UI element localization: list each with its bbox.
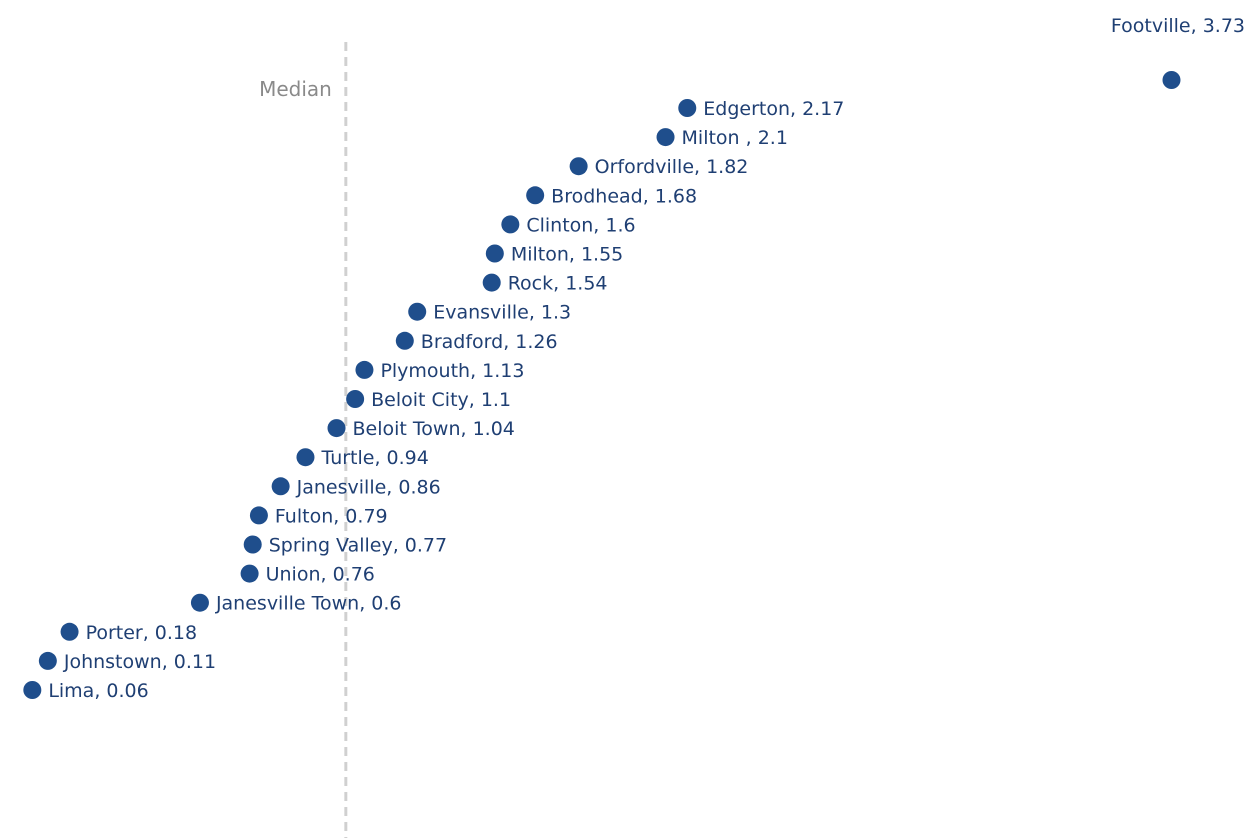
data-label-fulton: Fulton, 0.79 [275, 505, 388, 527]
data-label-clinton: Clinton, 1.6 [526, 214, 635, 236]
data-label-rock: Rock, 1.54 [508, 273, 608, 295]
median-group: Median [259, 42, 348, 838]
data-label-evansville: Evansville, 1.3 [433, 302, 571, 324]
data-point-rock [482, 273, 501, 292]
data-point-plymouth [355, 360, 374, 379]
data-label-footville: Footville, 3.73 [1111, 15, 1245, 37]
data-label-spring-valley: Spring Valley, 0.77 [269, 535, 447, 557]
data-label-lima: Lima, 0.06 [48, 680, 148, 702]
data-label-beloit-city: Beloit City, 1.1 [371, 389, 511, 411]
data-label-orfordville: Orfordville, 1.82 [595, 156, 749, 178]
data-point-footville [1162, 71, 1181, 89]
data-point-beloit-town [327, 419, 346, 438]
data-label-porter: Porter, 0.18 [86, 622, 198, 644]
median-label: Median [259, 77, 332, 101]
data-point-milton [656, 128, 675, 147]
data-point-johnstown [38, 651, 57, 670]
data-point-union [240, 564, 259, 583]
data-point-edgerton [678, 99, 697, 117]
data-label-milton: Milton , 2.1 [682, 127, 788, 149]
data-point-orfordville [569, 157, 588, 176]
data-label-janesville-town: Janesville Town, 0.6 [215, 593, 402, 615]
data-label-bradford: Bradford, 1.26 [421, 331, 558, 353]
points-group: Footville, 3.73 Edgerton, 2.17 Milton , 2.… [23, 15, 1245, 702]
data-point-beloit-city [346, 390, 365, 408]
data-label-milton: Milton, 1.55 [511, 244, 623, 266]
data-point-brodhead [526, 186, 545, 205]
data-point-milton [485, 244, 504, 263]
data-point-bradford [395, 331, 414, 350]
data-point-clinton [501, 215, 520, 234]
data-point-janesville-town [190, 593, 209, 612]
data-label-brodhead: Brodhead, 1.68 [551, 185, 697, 207]
data-point-spring-valley [243, 535, 262, 554]
data-label-edgerton: Edgerton, 2.17 [703, 98, 844, 120]
data-label-union: Union, 0.76 [266, 564, 375, 586]
data-point-porter [60, 622, 79, 641]
data-point-evansville [408, 302, 427, 321]
data-label-beloit-town: Beloit Town, 1.04 [353, 418, 515, 440]
data-label-johnstown: Johnstown, 0.11 [63, 651, 216, 673]
data-point-janesville [271, 477, 290, 496]
data-point-lima [23, 681, 42, 699]
data-label-turtle: Turtle, 0.94 [320, 447, 428, 469]
data-point-fulton [249, 506, 268, 525]
data-label-plymouth: Plymouth, 1.13 [380, 360, 524, 382]
data-label-janesville: Janesville, 0.86 [296, 476, 441, 498]
data-point-turtle [296, 448, 315, 467]
